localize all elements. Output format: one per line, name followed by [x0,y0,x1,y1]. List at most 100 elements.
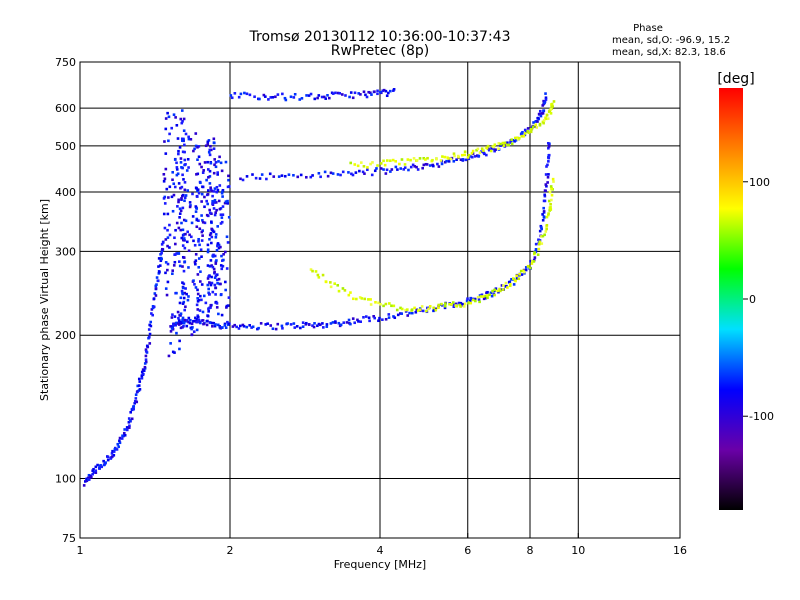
data-point [197,265,201,269]
data-point [545,184,548,188]
data-point [349,322,352,326]
data-point [121,434,124,438]
data-point [319,175,322,179]
data-point [508,284,512,288]
data-point [225,267,229,270]
data-point [421,309,425,313]
data-point [362,316,365,319]
stats-heading: Phase [633,23,663,34]
data-point [321,322,324,325]
data-point [187,249,191,253]
data-point [209,283,213,287]
data-point [132,407,135,411]
data-point [153,292,157,295]
data-point [373,169,377,173]
data-point [362,164,366,168]
data-point [200,192,204,196]
data-point [329,281,332,284]
data-point [391,158,395,162]
data-point [406,158,410,161]
data-point [220,169,224,173]
data-point [549,107,553,111]
data-point [443,160,447,164]
data-point [519,269,523,273]
data-point [215,259,218,262]
data-point [493,143,497,147]
data-point [87,473,91,477]
data-point [99,463,102,467]
data-point [466,156,470,159]
data-point [180,137,184,141]
data-point [248,324,251,327]
data-point [552,180,555,183]
data-point [545,227,548,231]
data-point [547,160,550,163]
data-point [362,90,366,94]
data-point [452,303,456,307]
data-point [542,210,546,213]
data-point [550,187,553,190]
data-point [194,253,198,256]
data-point [171,178,174,182]
data-point [233,92,237,95]
data-point [206,140,210,144]
data-point [293,92,297,96]
data-point [193,147,196,151]
data-point [85,479,89,483]
data-point [387,91,390,95]
data-point [181,318,184,322]
data-point [510,278,513,281]
data-point [92,467,95,471]
data-point [489,291,493,295]
data-point [434,308,438,312]
data-point [370,173,374,177]
data-point [152,297,156,300]
data-point [274,95,277,99]
data-point [197,237,200,241]
data-point [200,200,203,203]
data-point [130,417,134,421]
data-point [120,437,124,440]
data-point [468,299,472,303]
data-point [200,319,204,322]
data-point [197,155,201,159]
data-point [98,467,101,470]
data-point [200,283,204,286]
data-point [506,143,509,147]
data-point [132,405,136,408]
data-point [173,236,176,240]
data-point [274,327,278,331]
data-point [456,154,460,158]
data-point [514,139,518,142]
data-point [532,121,535,124]
data-point [399,167,403,170]
data-point [474,299,477,303]
data-point [174,321,178,325]
data-point [182,269,186,273]
data-point [276,322,280,326]
data-point [215,208,218,212]
data-point [169,330,173,333]
data-point [471,298,475,302]
data-point [548,190,552,194]
data-point [186,158,190,161]
data-point [547,153,551,157]
data-point [176,205,179,208]
data-point [197,219,200,222]
data-point [443,306,447,310]
data-point [382,159,385,163]
data-point [191,192,194,196]
data-point [538,122,542,126]
data-point [181,150,185,154]
data-point [195,303,199,307]
data-point [115,448,119,451]
data-point [537,247,541,251]
data-point [233,323,237,327]
data-point [178,216,181,219]
data-point [524,130,528,134]
data-point [295,325,299,328]
data-point [392,304,396,308]
data-point [118,439,121,443]
data-point [198,162,202,166]
data-point [213,187,217,190]
